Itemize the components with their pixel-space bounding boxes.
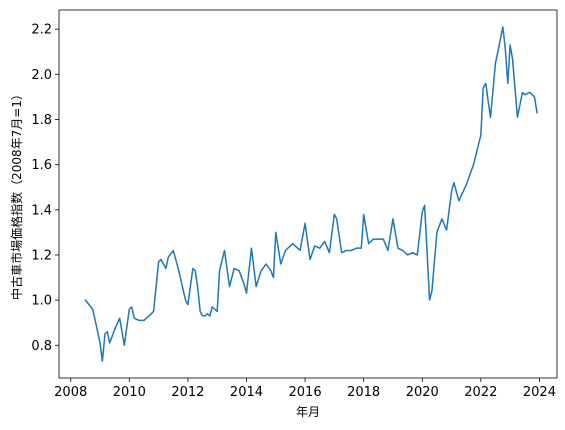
x-tick-label: 2012 — [171, 385, 204, 400]
x-tick-label: 2020 — [406, 385, 439, 400]
x-tick-label: 2016 — [289, 385, 322, 400]
plot-frame — [58, 9, 558, 379]
x-axis: 2008 2010 2012 2014 2016 2018 2020 2022 2024 — [54, 378, 556, 400]
x-tick-label: 2014 — [230, 385, 263, 400]
y-tick-label: 2.2 — [31, 23, 52, 38]
x-axis-label: 年月 — [296, 405, 320, 419]
y-tick-label: 1.4 — [31, 203, 52, 218]
y-axis-label: 中古車市場価格指数（2008年7月=1） — [9, 88, 24, 300]
x-tick-label: 2022 — [464, 385, 497, 400]
y-tick-label: 1.8 — [31, 113, 52, 128]
y-tick-label: 0.8 — [31, 339, 52, 354]
x-tick-label: 2018 — [347, 385, 380, 400]
y-axis: 0.8 1.0 1.2 1.4 1.6 1.8 2.0 2.2 — [31, 23, 59, 354]
x-tick-label: 2024 — [523, 385, 556, 400]
y-tick-label: 1.2 — [31, 248, 52, 263]
x-tick-label: 2008 — [54, 385, 87, 400]
y-tick-label: 2.0 — [31, 68, 52, 83]
y-tick-label: 1.0 — [31, 294, 52, 309]
x-tick-label: 2010 — [113, 385, 146, 400]
price-index-line — [84, 26, 538, 362]
y-tick-label: 1.6 — [31, 158, 52, 173]
plot-series — [84, 26, 538, 362]
